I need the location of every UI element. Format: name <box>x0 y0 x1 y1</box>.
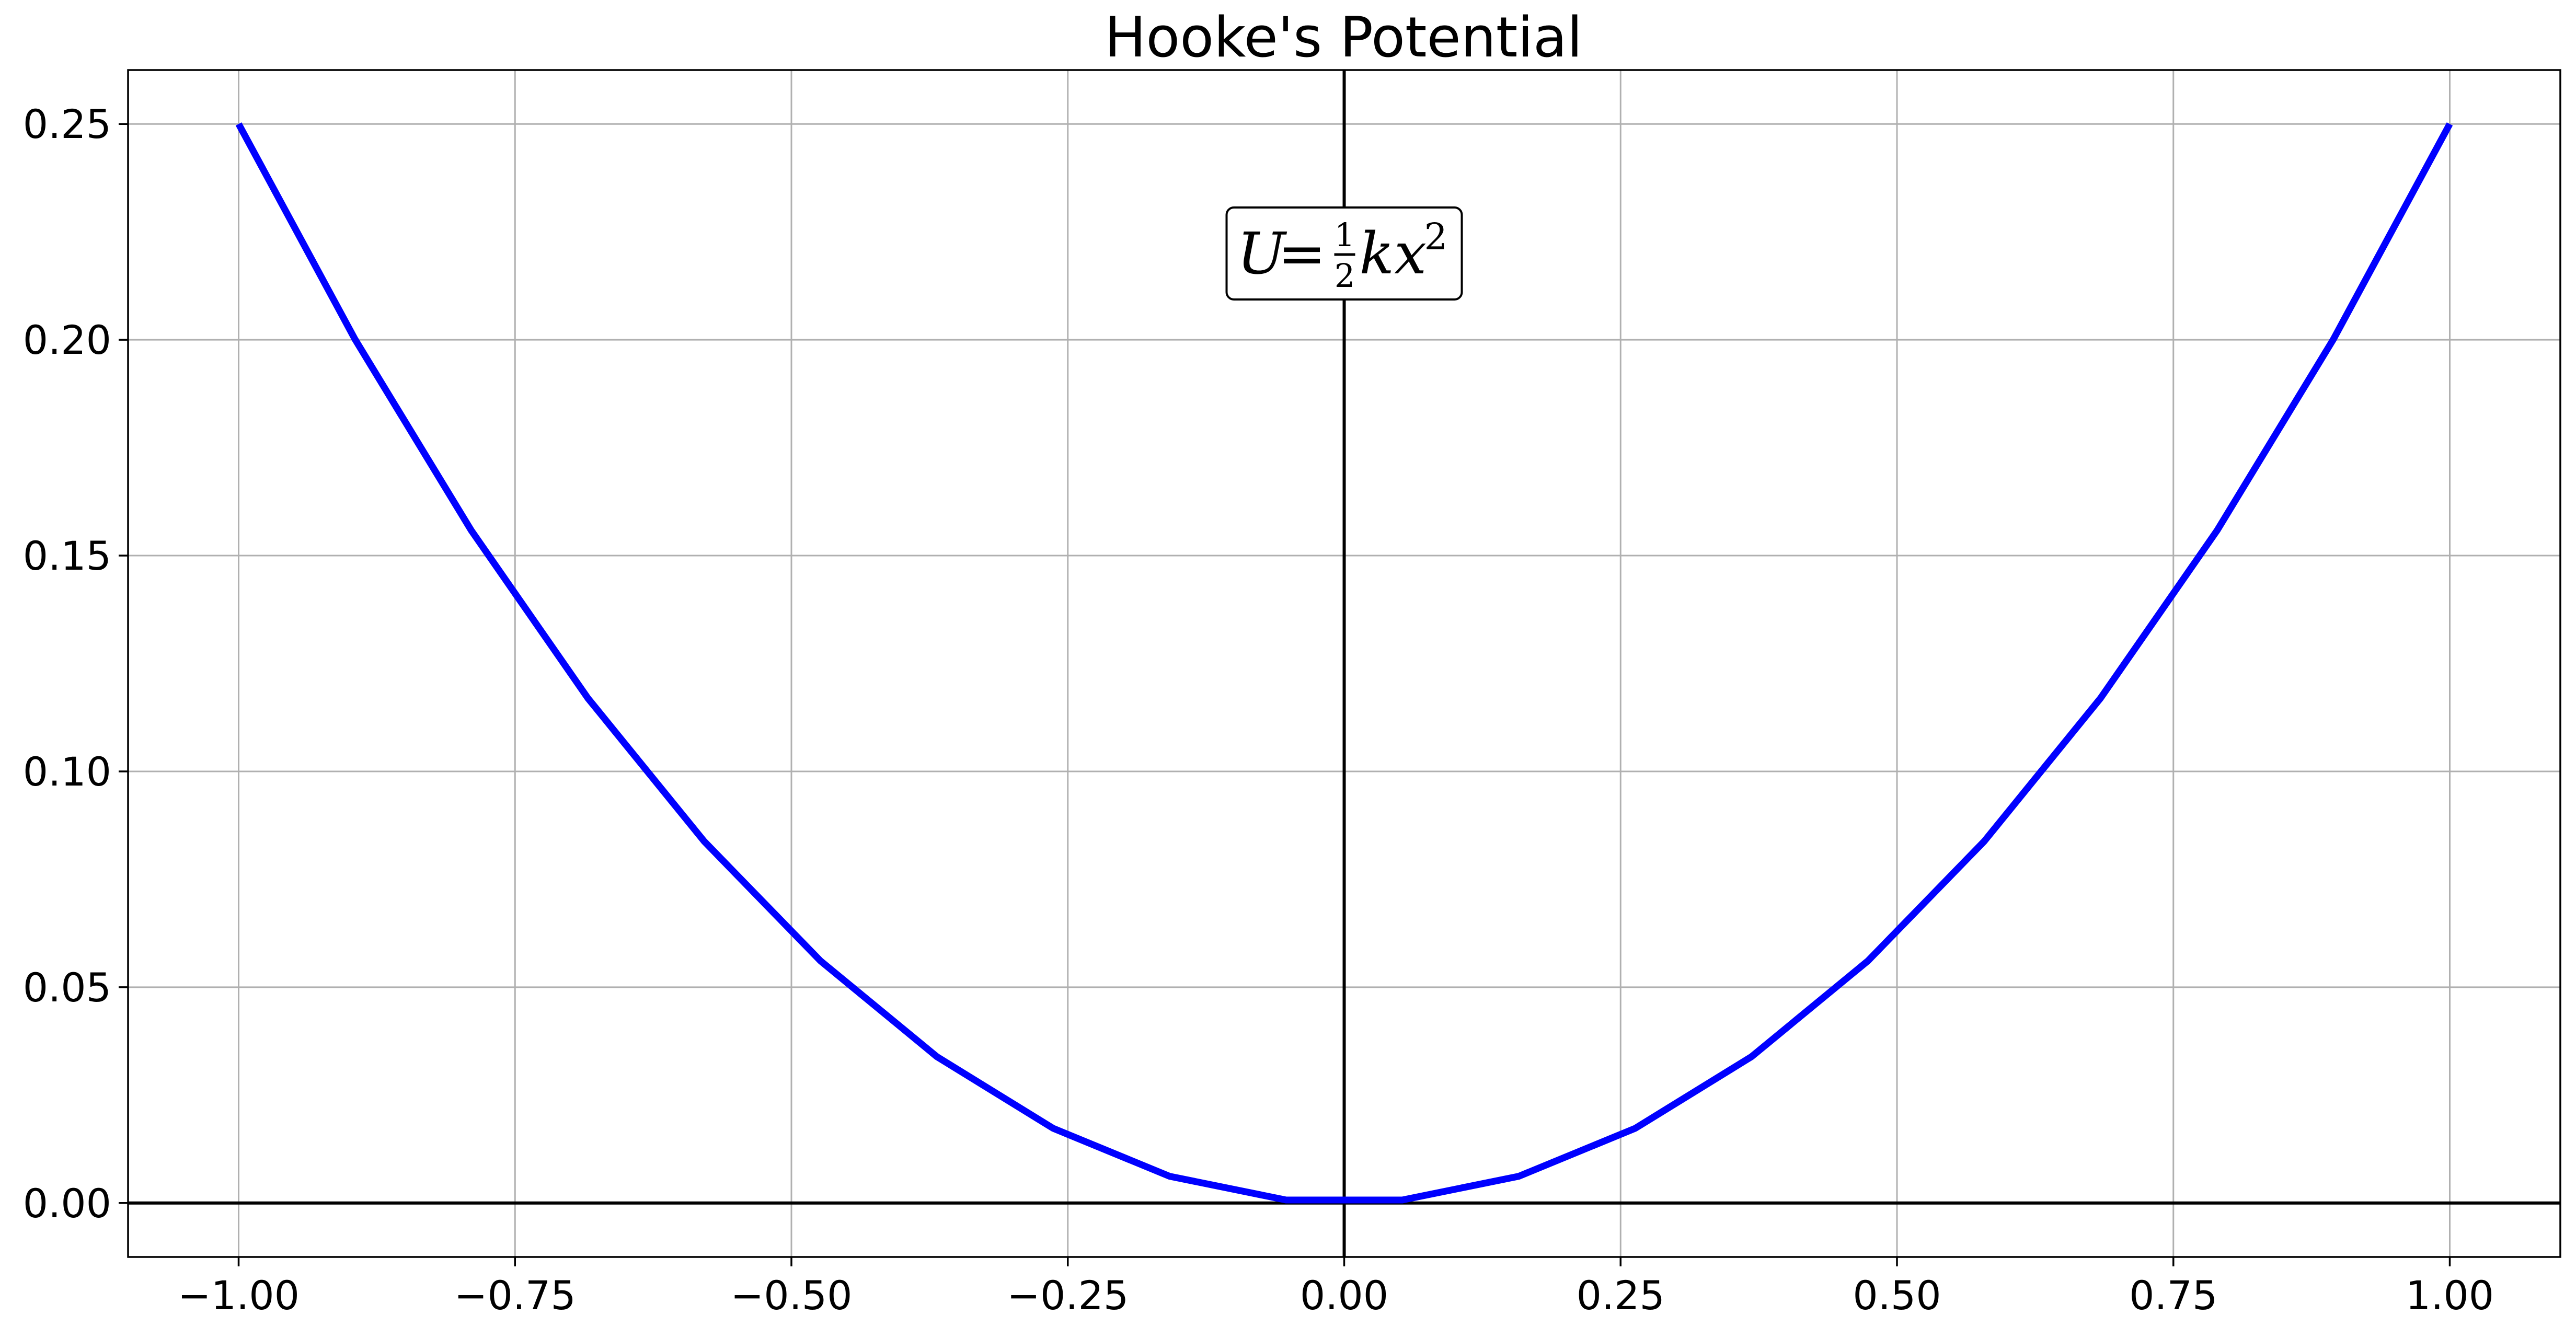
x-tick-label-8: 1.00 <box>2406 1272 2494 1319</box>
formula-annotation: U = 12 kx2 <box>1225 206 1463 301</box>
formula-frac-den: 2 <box>1335 257 1355 295</box>
x-axis: −1.00 −0.75 −0.50 −0.25 0.00 0.25 0.50 0.75 1.00 <box>178 1257 2494 1319</box>
y-tick-label-0: 0.00 <box>23 1180 111 1227</box>
x-tick-label-6: 0.50 <box>1853 1272 1941 1319</box>
x-tick-label-5: 0.25 <box>1577 1272 1665 1319</box>
x-tick-label-3: −0.25 <box>1007 1272 1129 1319</box>
data-series <box>235 122 2453 1204</box>
formula-frac-num: 1 <box>1335 216 1355 254</box>
formula-sup: 2 <box>1424 215 1448 258</box>
x-tick-label-1: −0.75 <box>454 1272 576 1319</box>
x-tick-label-4: 0.00 <box>1300 1272 1388 1319</box>
x-tick-label-7: 0.75 <box>2129 1272 2217 1319</box>
formula-equals: = <box>1278 220 1326 287</box>
y-tick-label-3: 0.15 <box>23 533 111 579</box>
series-line-0 <box>235 122 2453 1204</box>
chart-title: Hooke's Potential <box>1105 5 1583 70</box>
formula-var: U <box>1237 220 1287 287</box>
x-tick-label-2: −0.50 <box>731 1272 853 1319</box>
formula-body: kx <box>1360 220 1427 287</box>
y-axis: 0.00 0.05 0.10 0.15 0.20 0.25 <box>23 101 128 1227</box>
y-tick-label-2: 0.10 <box>23 748 111 795</box>
y-tick-label-1: 0.05 <box>23 964 111 1011</box>
y-tick-label-4: 0.20 <box>23 317 111 363</box>
x-tick-label-0: −1.00 <box>178 1272 300 1319</box>
y-tick-label-5: 0.25 <box>23 101 111 147</box>
